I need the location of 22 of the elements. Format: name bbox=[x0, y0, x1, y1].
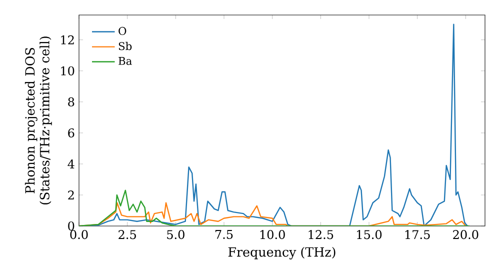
x-tick-label: 15.0 bbox=[357, 230, 382, 240]
y-tick-label: 8 bbox=[68, 97, 74, 106]
y-tick-label: 2 bbox=[68, 190, 74, 200]
x-tick-label: 5.0 bbox=[167, 230, 184, 240]
y-tick-label: 12 bbox=[61, 35, 74, 44]
legend-label: Sb bbox=[118, 42, 132, 50]
x-tick-label: 0.0 bbox=[70, 230, 88, 240]
line-series bbox=[79, 190, 470, 226]
y-tick-label: 6 bbox=[68, 128, 74, 138]
x-tick-label: 17.5 bbox=[405, 230, 430, 240]
x-tick-label: 2.5 bbox=[118, 230, 136, 240]
y-tick-label: 4 bbox=[68, 159, 74, 168]
y-tick-label: 0 bbox=[68, 221, 74, 231]
x-tick-label: 12.5 bbox=[308, 230, 334, 240]
y-axis-title: Phonon projected DOS (States/THz·primitive cell) bbox=[24, 36, 52, 204]
y-tick-label: 10 bbox=[61, 66, 74, 76]
x-tick-label: 20.0 bbox=[453, 230, 478, 240]
x-axis-title: Frequency (THz) bbox=[228, 246, 336, 260]
legend-label: O bbox=[118, 26, 126, 35]
x-tick-label: 10.0 bbox=[260, 230, 285, 240]
x-tick-label: 7.5 bbox=[215, 230, 233, 239]
legend-label: Ba bbox=[118, 57, 132, 65]
